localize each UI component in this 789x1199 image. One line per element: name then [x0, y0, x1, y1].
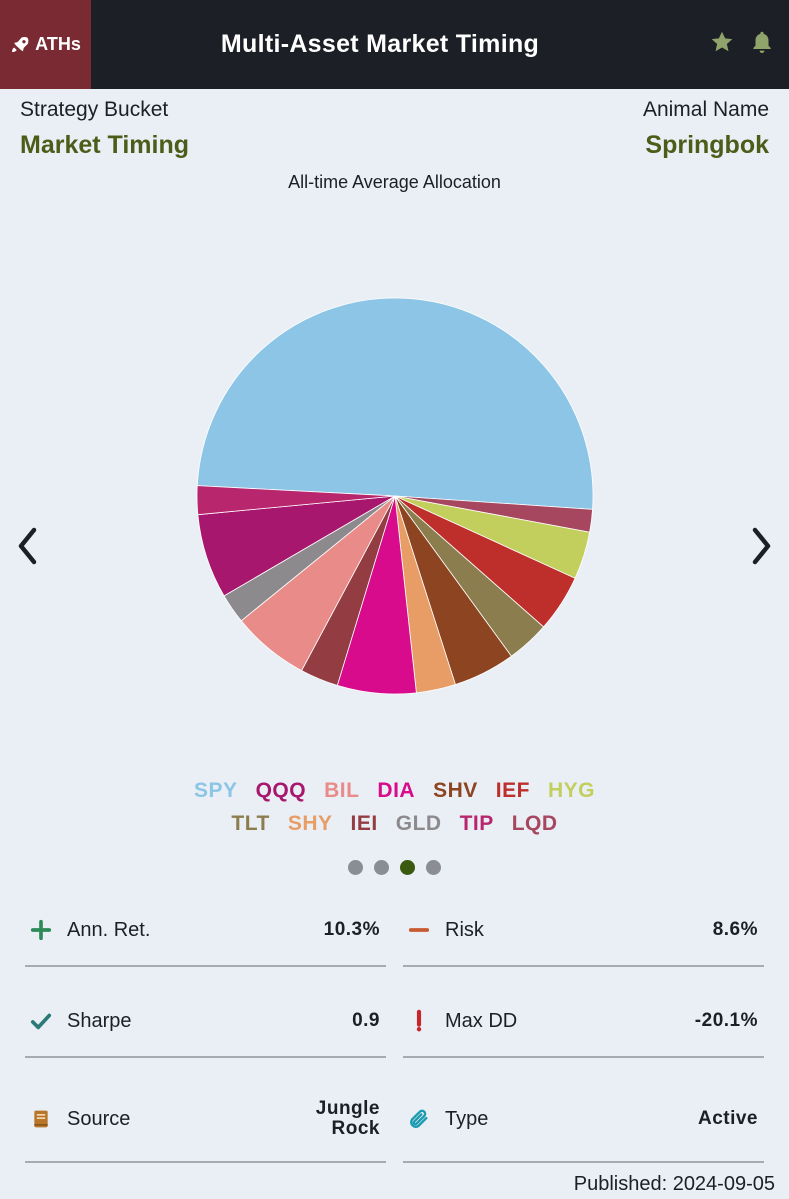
- pie-slice-tip[interactable]: [196, 485, 396, 516]
- stat-ann-ret: Ann. Ret. 10.3%: [25, 895, 386, 967]
- legend-item-hyg[interactable]: HYG: [547, 779, 595, 802]
- stat-label: Source: [67, 1107, 131, 1130]
- exclamation-icon: [407, 1009, 431, 1033]
- stat-value: Jungle Rock: [316, 1099, 380, 1139]
- legend-item-shy[interactable]: SHY: [287, 812, 333, 835]
- rocket-icon: [12, 36, 29, 52]
- stat-max-dd: Max DD -20.1%: [403, 986, 764, 1058]
- stat-value: 10.3%: [323, 919, 380, 940]
- notification-bell-icon[interactable]: [749, 28, 775, 56]
- stat-label: Ann. Ret.: [67, 918, 151, 941]
- paperclip-icon: [407, 1107, 431, 1131]
- allocation-pie-chart: [196, 297, 594, 695]
- carousel-pagination: [0, 860, 789, 875]
- next-chart-button[interactable]: [749, 522, 775, 570]
- legend-item-spy[interactable]: SPY: [194, 779, 238, 802]
- minus-icon: [407, 918, 431, 942]
- pie-slice-spy[interactable]: [196, 297, 594, 510]
- animal-name-value: Springbok: [645, 131, 769, 159]
- carousel-dot-4[interactable]: [426, 860, 441, 875]
- legend-item-dia[interactable]: DIA: [377, 779, 416, 802]
- strategy-bucket-label: Strategy Bucket: [20, 98, 169, 121]
- stat-value: -20.1%: [694, 1010, 758, 1031]
- plus-icon: [29, 918, 53, 942]
- chevron-right-icon: [752, 527, 771, 565]
- chart-legend-row-2: TLT SHY IEI GLD TIP LQD: [100, 812, 689, 836]
- legend-item-gld[interactable]: GLD: [395, 812, 442, 835]
- legend-item-shv[interactable]: SHV: [433, 779, 478, 802]
- stat-label: Sharpe: [67, 1009, 132, 1032]
- stat-value-line-1: Jungle: [315, 1098, 380, 1119]
- book-icon: [29, 1107, 53, 1131]
- chart-legend-row-1: SPY QQQ BIL DIA SHV IEF HYG: [100, 779, 689, 803]
- legend-item-qqq[interactable]: QQQ: [255, 779, 307, 802]
- legend-item-ief[interactable]: IEF: [495, 779, 530, 802]
- strategy-bucket-value: Market Timing: [20, 131, 190, 159]
- chevron-left-icon: [18, 527, 37, 565]
- legend-item-tip[interactable]: TIP: [459, 812, 494, 835]
- stat-sharpe: Sharpe 0.9: [25, 986, 386, 1058]
- carousel-dot-3[interactable]: [400, 860, 415, 875]
- animal-name-label: Animal Name: [642, 98, 769, 121]
- stat-label: Type: [445, 1107, 489, 1130]
- brand-label: ATHs: [35, 34, 81, 54]
- stat-label: Risk: [445, 918, 484, 941]
- published-date: Published: 2024-09-05: [573, 1173, 775, 1195]
- carousel-dot-2[interactable]: [374, 860, 389, 875]
- legend-item-iei[interactable]: IEI: [350, 812, 378, 835]
- brand-button[interactable]: ATHs: [0, 0, 91, 89]
- stat-label: Max DD: [445, 1009, 518, 1032]
- stat-source: Source Jungle Rock: [25, 1077, 386, 1163]
- stat-value: 0.9: [352, 1010, 380, 1031]
- check-icon: [29, 1009, 53, 1033]
- stat-risk: Risk 8.6%: [403, 895, 764, 967]
- chart-title: All-time Average Allocation: [288, 172, 501, 192]
- legend-item-tlt[interactable]: TLT: [231, 812, 270, 835]
- stat-value: Active: [697, 1108, 758, 1129]
- page-title: Multi-Asset Market Timing: [220, 30, 540, 58]
- stat-type: Type Active: [403, 1077, 764, 1163]
- stat-value-line-2: Rock: [331, 1118, 380, 1139]
- favorite-star-icon[interactable]: [709, 28, 735, 56]
- legend-item-lqd[interactable]: LQD: [511, 812, 558, 835]
- carousel-dot-1[interactable]: [348, 860, 363, 875]
- legend-item-bil[interactable]: BIL: [324, 779, 360, 802]
- stat-value: 8.6%: [712, 919, 758, 940]
- previous-chart-button[interactable]: [14, 522, 40, 570]
- top-bar: ATHs Multi-Asset Market Timing: [0, 0, 789, 89]
